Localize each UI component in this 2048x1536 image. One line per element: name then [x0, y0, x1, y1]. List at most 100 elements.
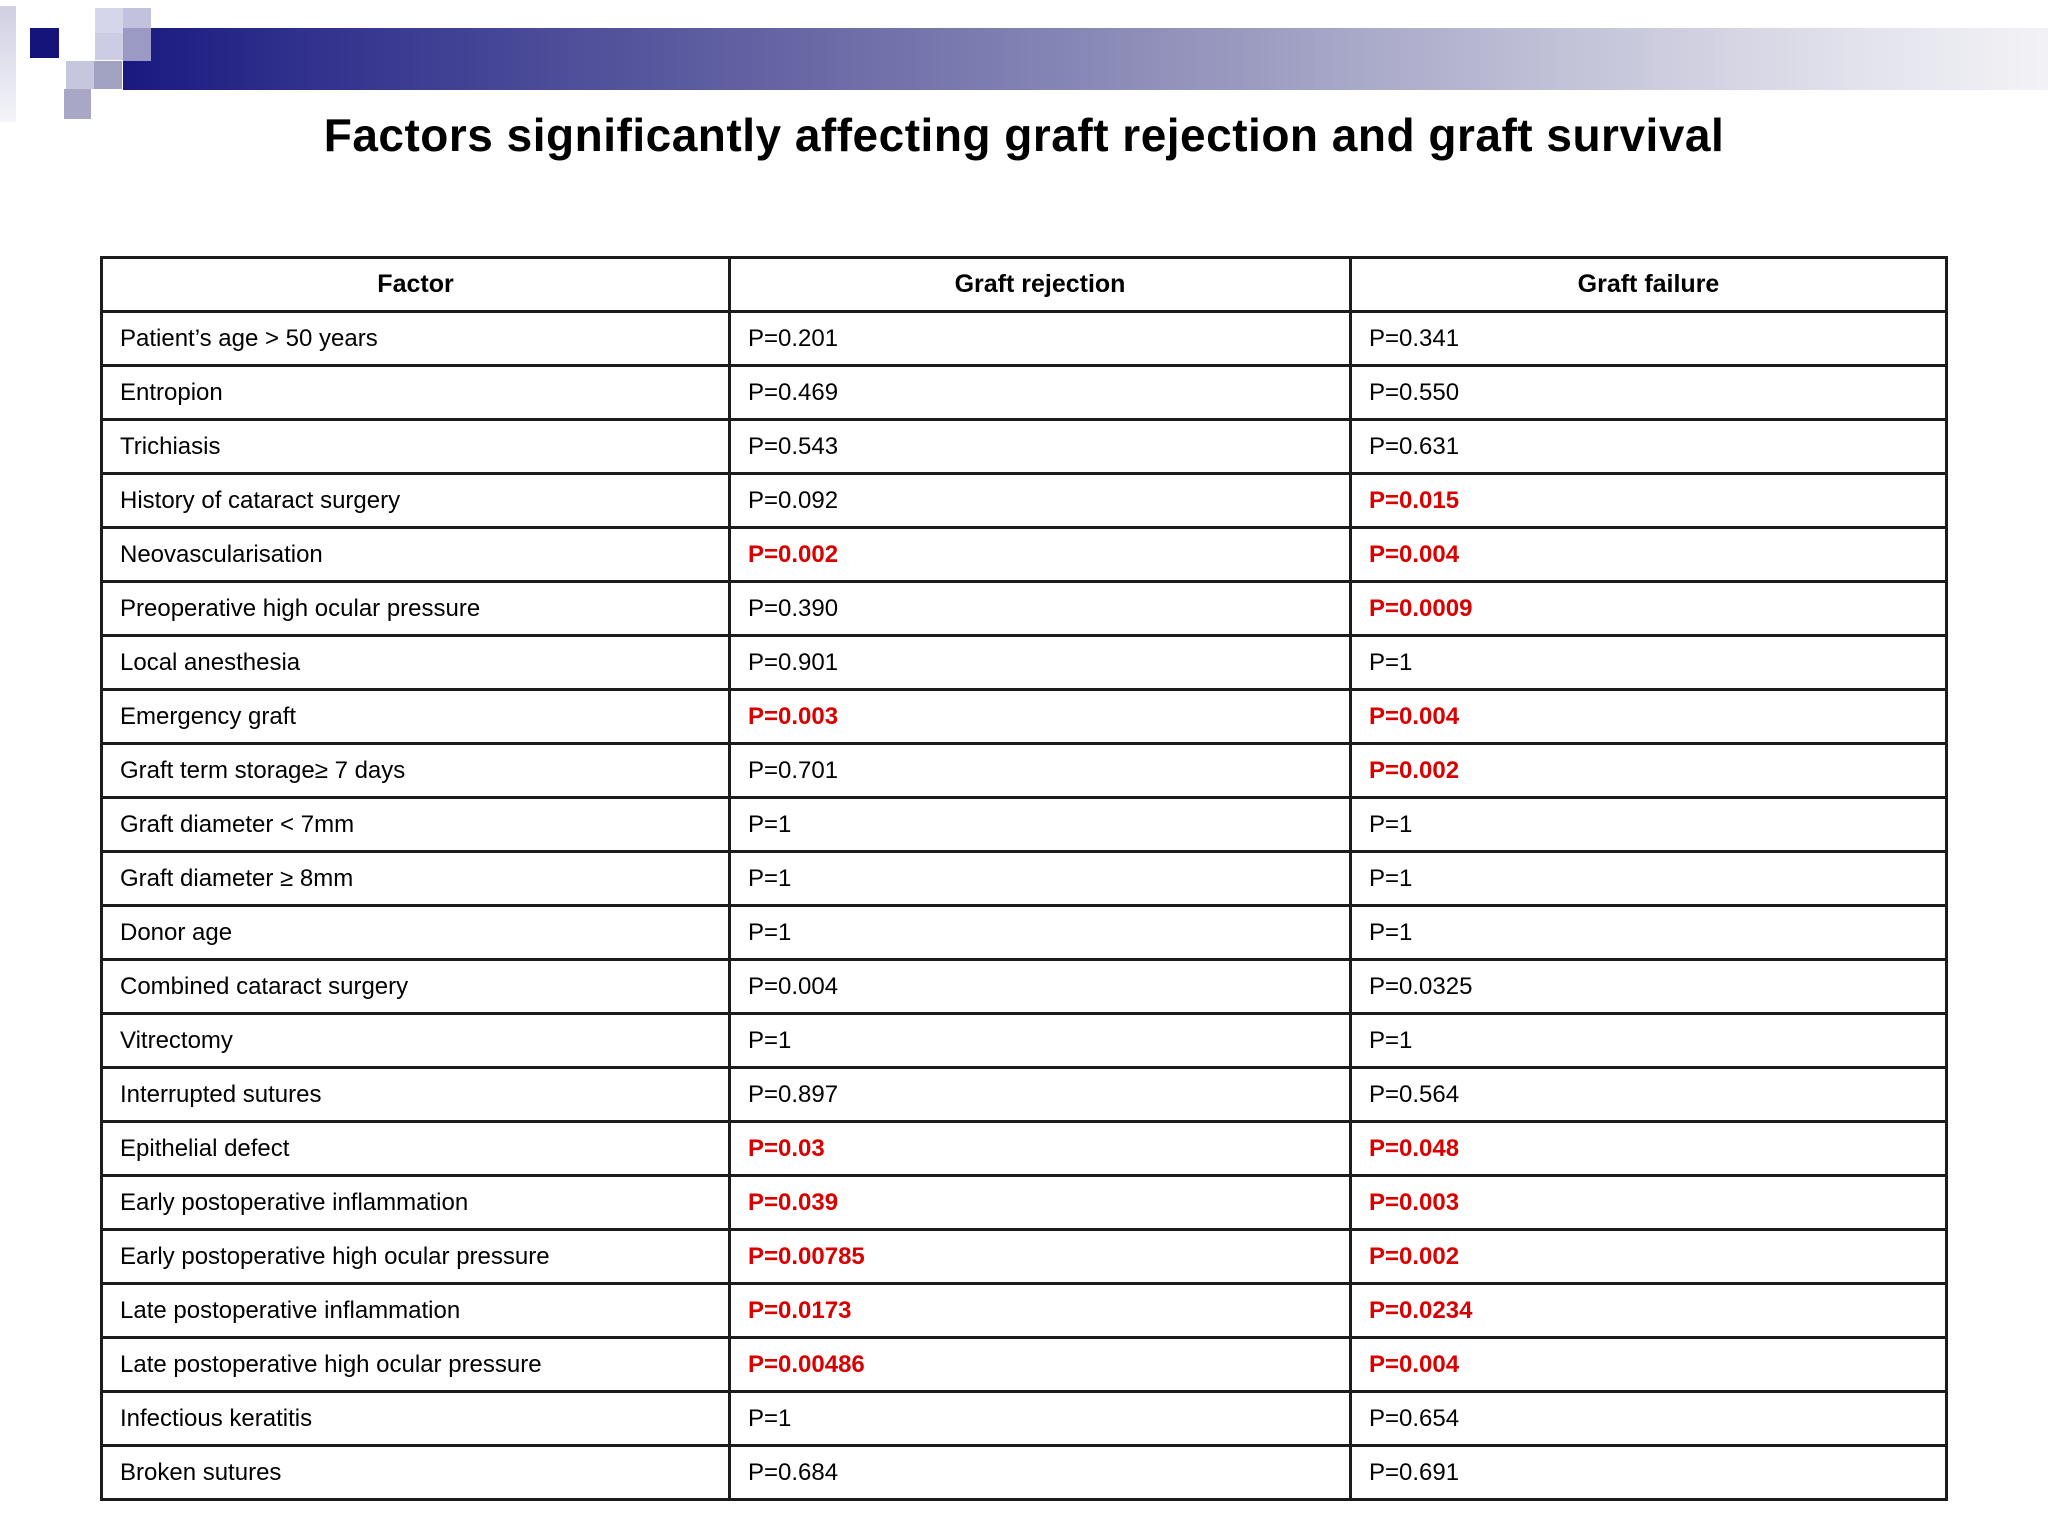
failure-cell: P=0.004 [1349, 526, 1948, 583]
factor-cell: Graft diameter ≥ 8mm [100, 850, 731, 907]
deco-square-navy [30, 28, 59, 58]
factor-cell: Interrupted sutures [100, 1066, 731, 1123]
factor-cell: Emergency graft [100, 688, 731, 745]
header-gradient-bar [123, 28, 2048, 90]
table-row: Preoperative high ocular pressure P=0.390… [100, 580, 1948, 637]
deco-square [95, 33, 123, 60]
factor-cell: Neovascularisation [100, 526, 731, 583]
table-row: Infectious keratitis P=1 P=0.654 [100, 1390, 1948, 1447]
failure-cell: P=0.691 [1349, 1444, 1948, 1501]
table-row: Emergency graft P=0.003 P=0.004 [100, 688, 1948, 745]
page-title: Factors significantly affecting graft re… [323, 109, 1725, 161]
column-header-graft-failure: Graft failure [1349, 256, 1948, 313]
rejection-cell: P=0.00785 [728, 1228, 1352, 1285]
factors-table: Factor Graft rejection Graft failure Pat… [100, 256, 1948, 1501]
deco-square [64, 89, 91, 119]
table-row: Graft term storage≥ 7 days P=0.701 P=0.002 [100, 742, 1948, 799]
rejection-cell: P=0.901 [728, 634, 1352, 691]
table-row: Late postoperative high ocular pressure P… [100, 1336, 1948, 1393]
rejection-cell: P=1 [728, 1390, 1352, 1447]
factor-cell: Broken sutures [100, 1444, 731, 1501]
header-row: Factor Graft rejection Graft failure [100, 256, 1948, 313]
factor-cell: Donor age [100, 904, 731, 961]
failure-cell: P=0.654 [1349, 1390, 1948, 1447]
factor-cell: Preoperative high ocular pressure [100, 580, 731, 637]
failure-cell: P=0.003 [1349, 1174, 1948, 1231]
deco-square [95, 8, 123, 33]
factor-cell: Early postoperative inflammation [100, 1174, 731, 1231]
rejection-cell: P=0.897 [728, 1066, 1352, 1123]
rejection-cell: P=0.0173 [728, 1282, 1352, 1339]
deco-square [123, 28, 151, 61]
table-row: Local anesthesia P=0.901 P=1 [100, 634, 1948, 691]
table-row: Epithelial defect P=0.03 P=0.048 [100, 1120, 1948, 1177]
rejection-cell: P=0.684 [728, 1444, 1352, 1501]
table-row: Late postoperative inflammation P=0.0173 P… [100, 1282, 1948, 1339]
rejection-cell: P=0.004 [728, 958, 1352, 1015]
failure-cell: P=1 [1349, 1012, 1948, 1069]
failure-cell: P=0.631 [1349, 418, 1948, 475]
table-row: Early postoperative high ocular pressure… [100, 1228, 1948, 1285]
factor-cell: Vitrectomy [100, 1012, 731, 1069]
column-header-graft-rejection: Graft rejection [728, 256, 1352, 313]
rejection-cell: P=0.002 [728, 526, 1352, 583]
failure-cell: P=0.015 [1349, 472, 1948, 529]
factor-cell: Combined cataract surgery [100, 958, 731, 1015]
failure-cell: P=0.341 [1349, 310, 1948, 367]
deco-left-strip [0, 6, 16, 122]
table-row: Graft diameter ≥ 8mm P=1 P=1 [100, 850, 1948, 907]
factor-cell: Late postoperative high ocular pressure [100, 1336, 731, 1393]
column-header-factor: Factor [100, 256, 731, 313]
rejection-cell: P=1 [728, 904, 1352, 961]
table-row: Early postoperative inflammation P=0.039 P… [100, 1174, 1948, 1231]
failure-cell: P=1 [1349, 796, 1948, 853]
deco-square [66, 61, 94, 89]
rejection-cell: P=0.003 [728, 688, 1352, 745]
factor-cell: Graft diameter < 7mm [100, 796, 731, 853]
failure-cell: P=0.564 [1349, 1066, 1948, 1123]
rejection-cell: P=0.03 [728, 1120, 1352, 1177]
failure-cell: P=0.0234 [1349, 1282, 1948, 1339]
table-row: Neovascularisation P=0.002 P=0.004 [100, 526, 1948, 583]
factors-table-body: Patient’s age > 50 years P=0.201 P=0.341 En… [100, 310, 1948, 1501]
failure-cell: P=0.002 [1349, 742, 1948, 799]
failure-cell: P=0.004 [1349, 688, 1948, 745]
factor-cell: Local anesthesia [100, 634, 731, 691]
table-row: Trichiasis P=0.543 P=0.631 [100, 418, 1948, 475]
deco-square [94, 61, 122, 89]
failure-cell: P=1 [1349, 634, 1948, 691]
rejection-cell: P=0.039 [728, 1174, 1352, 1231]
factor-cell: Epithelial defect [100, 1120, 731, 1177]
factors-table-header: Factor Graft rejection Graft failure [100, 256, 1948, 313]
rejection-cell: P=1 [728, 1012, 1352, 1069]
table-row: Graft diameter < 7mm P=1 P=1 [100, 796, 1948, 853]
table-row: Donor age P=1 P=1 [100, 904, 1948, 961]
table-row: Entropion P=0.469 P=0.550 [100, 364, 1948, 421]
rejection-cell: P=0.201 [728, 310, 1352, 367]
rejection-cell: P=1 [728, 796, 1352, 853]
failure-cell: P=0.550 [1349, 364, 1948, 421]
rejection-cell: P=0.092 [728, 472, 1352, 529]
failure-cell: P=0.002 [1349, 1228, 1948, 1285]
table-row: Patient’s age > 50 years P=0.201 P=0.341 [100, 310, 1948, 367]
rejection-cell: P=0.00486 [728, 1336, 1352, 1393]
table-row: Broken sutures P=0.684 P=0.691 [100, 1444, 1948, 1501]
table-row: History of cataract surgery P=0.092 P=0.01… [100, 472, 1948, 529]
rejection-cell: P=0.390 [728, 580, 1352, 637]
failure-cell: P=0.0325 [1349, 958, 1948, 1015]
factor-cell: History of cataract surgery [100, 472, 731, 529]
rejection-cell: P=1 [728, 850, 1352, 907]
table-row: Vitrectomy P=1 P=1 [100, 1012, 1948, 1069]
factor-cell: Early postoperative high ocular pressure [100, 1228, 731, 1285]
failure-cell: P=0.048 [1349, 1120, 1948, 1177]
rejection-cell: P=0.469 [728, 364, 1352, 421]
failure-cell: P=1 [1349, 850, 1948, 907]
factor-cell: Late postoperative inflammation [100, 1282, 731, 1339]
table-row: Interrupted sutures P=0.897 P=0.564 [100, 1066, 1948, 1123]
factor-cell: Entropion [100, 364, 731, 421]
rejection-cell: P=0.543 [728, 418, 1352, 475]
factor-cell: Patient’s age > 50 years [100, 310, 731, 367]
factor-cell: Trichiasis [100, 418, 731, 475]
failure-cell: P=0.004 [1349, 1336, 1948, 1393]
